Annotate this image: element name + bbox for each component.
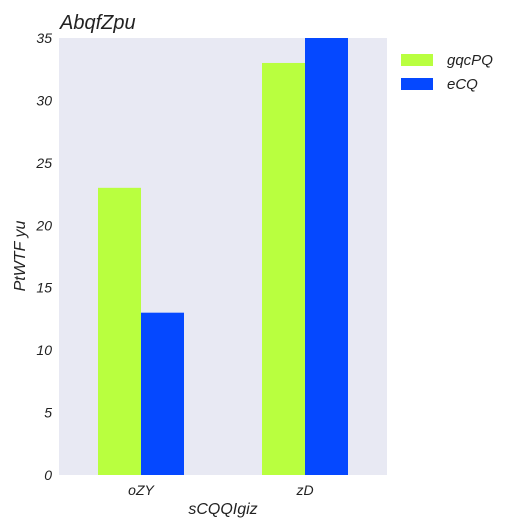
y-tick-label: 15 <box>36 280 52 296</box>
bar-eCQ-zD <box>305 38 348 475</box>
y-tick-label: 0 <box>44 467 52 483</box>
legend-label: gqcPQ <box>447 52 493 69</box>
legend-label: eCQ <box>447 76 478 93</box>
bar-gqcPQ-zD <box>262 62 305 475</box>
y-tick-label: 10 <box>36 342 52 358</box>
legend-swatch-eCQ <box>401 78 433 90</box>
x-tick-label: zD <box>295 482 313 498</box>
y-tick-label: 20 <box>35 217 52 233</box>
y-tick-label: 30 <box>36 92 52 108</box>
chart-title: AbqfZpu <box>59 12 136 34</box>
bar-gqcPQ-oZY <box>98 187 141 476</box>
y-tick-label: 25 <box>35 155 52 171</box>
bar-eCQ-oZY <box>141 312 184 475</box>
bars-group <box>98 38 348 476</box>
legend-swatch-gqcPQ <box>401 54 433 66</box>
x-axis-label: sCQQIgiz <box>188 501 257 518</box>
y-tick-label: 5 <box>44 405 52 421</box>
y-tick-labels: 0 5 10 15 20 25 30 35 <box>35 30 52 483</box>
y-axis-label: PtWTF yu <box>12 220 29 291</box>
x-tick-labels: oZY zD <box>128 482 313 498</box>
legend: gqcPQ eCQ <box>401 52 493 93</box>
x-tick-label: oZY <box>128 482 155 498</box>
y-tick-label: 35 <box>36 30 52 46</box>
